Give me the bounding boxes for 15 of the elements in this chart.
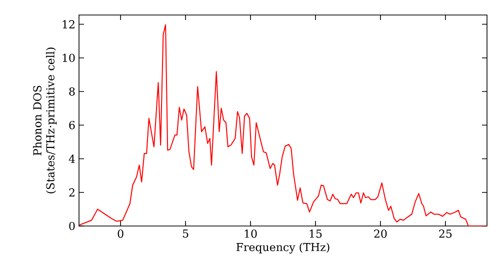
x-tick-label: 0 — [118, 230, 124, 238]
x-tick-label: 15 — [310, 230, 322, 238]
x-tick-label: 20 — [374, 230, 387, 238]
x-tick-label: 5 — [182, 230, 188, 238]
y-tick-label: 2 — [69, 188, 74, 196]
x-axis-title: Frequency (THz) — [236, 242, 330, 254]
y-tick-label: 10 — [62, 54, 75, 62]
y-axis-title: Phonon DOS (States/THz·primitive cell) — [32, 48, 57, 194]
y-tick-label: 8 — [69, 87, 75, 96]
y-tick-label: 0 — [69, 222, 75, 230]
y-tick-label: 6 — [69, 120, 75, 130]
y-tick-label: 4 — [68, 154, 75, 163]
x-tick-label: 10 — [244, 230, 257, 238]
y-tick-label: 12 — [62, 20, 74, 28]
x-tick-label: 25 — [439, 230, 452, 238]
